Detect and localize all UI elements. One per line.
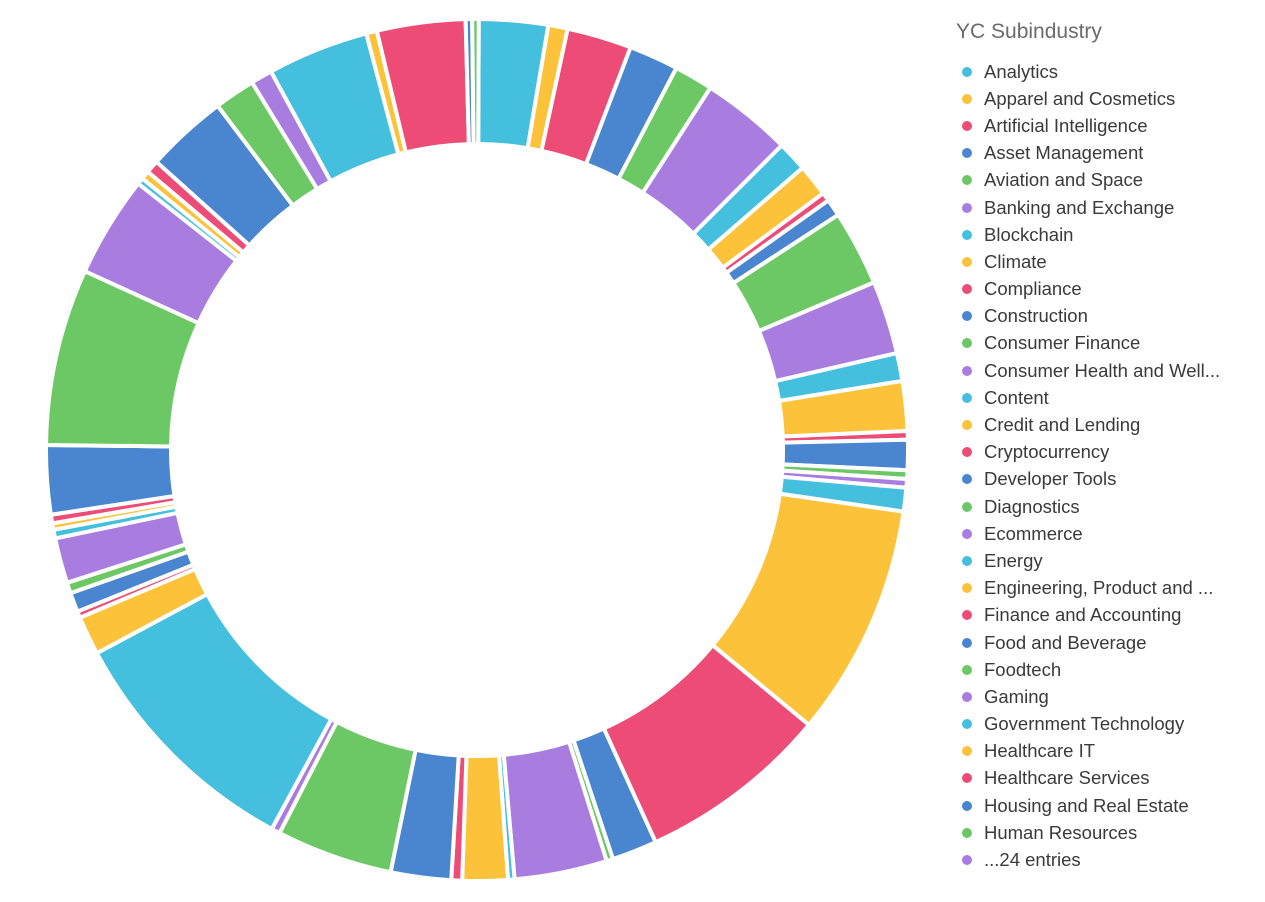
legend-item[interactable]: Housing and Real Estate [956,792,1256,819]
legend-swatch [962,175,972,186]
legend-item[interactable]: Gaming [956,683,1256,710]
legend-swatch [962,256,972,267]
legend-swatch [962,392,972,403]
legend-label: Finance and Accounting [984,604,1182,626]
legend-swatch [962,202,972,213]
legend-item[interactable]: Consumer Finance [956,330,1256,357]
legend-item[interactable]: Diagnostics [956,493,1256,520]
legend-label: Human Resources [984,821,1138,843]
legend-item[interactable]: Aviation and Space [956,167,1256,194]
legend-label: Analytics [984,60,1059,82]
legend-label: Healthcare Services [984,767,1150,789]
legend-item[interactable]: Banking and Exchange [956,194,1256,221]
legend-item[interactable]: Human Resources [956,819,1256,846]
legend-label: Cryptocurrency [984,441,1110,463]
legend-swatch [962,229,972,240]
donut-slice[interactable] [460,753,511,883]
legend-item[interactable]: Blockchain [956,221,1256,248]
legend-swatch [962,365,972,376]
legend-label: Housing and Real Estate [984,794,1189,816]
legend-swatch [962,311,972,322]
legend-label: Ecommerce [984,522,1083,544]
legend-item[interactable]: Finance and Accounting [956,602,1256,629]
legend-swatch [962,637,972,648]
legend-swatch [962,773,972,784]
legend-label: Compliance [984,278,1082,300]
legend-item[interactable]: Cryptocurrency [956,439,1256,466]
legend-item[interactable]: Government Technology [956,711,1256,738]
legend-item[interactable]: Credit and Lending [956,411,1256,438]
legend-item[interactable]: Construction [956,303,1256,330]
donut-slice[interactable] [470,16,481,147]
legend-item[interactable]: Consumer Health and Well... [956,357,1256,384]
legend-label: Apparel and Cosmetics [984,87,1176,109]
legend-swatch [962,746,972,757]
legend-swatch [962,583,972,594]
legend-label: Blockchain [984,223,1074,245]
legend-swatch [962,528,972,539]
legend-swatch [962,855,972,866]
legend-item[interactable]: ...24 entries [956,846,1256,873]
legend-swatch [962,555,972,566]
legend-swatch [962,610,972,621]
legend-label: Engineering, Product and ... [984,577,1214,599]
legend-item[interactable]: Developer Tools [956,466,1256,493]
legend-swatch [962,148,972,159]
legend-label: Climate [984,250,1047,272]
legend-item[interactable]: Foodtech [956,656,1256,683]
legend-label: Energy [984,549,1043,571]
legend-item[interactable]: Asset Management [956,140,1256,167]
legend-swatch [962,93,972,104]
legend-item[interactable]: Climate [956,248,1256,275]
legend-label: Consumer Health and Well... [984,359,1221,381]
legend-swatch [962,447,972,458]
legend-swatch [962,664,972,675]
legend-swatch [962,420,972,431]
legend-label: ...24 entries [984,849,1081,871]
legend-swatch [962,800,972,811]
legend-item[interactable]: Healthcare Services [956,765,1256,792]
legend-title: YC Subindustry [956,20,1102,43]
donut-chart [46,16,908,883]
legend-label: Construction [984,305,1088,327]
legend-label: Food and Beverage [984,631,1147,653]
legend-label: Asset Management [984,142,1144,164]
legend-swatch [962,284,972,295]
legend-items: Analytics Apparel and Cosmetics Artificial… [956,58,1256,874]
legend-item[interactable]: Analytics [956,58,1256,85]
legend-label: Content [984,386,1049,408]
legend-label: Gaming [984,685,1049,707]
donut-chart-area [46,16,908,883]
legend-label: Credit and Lending [984,414,1141,436]
legend-swatch [962,66,972,77]
legend-item[interactable]: Food and Beverage [956,629,1256,656]
legend-item[interactable]: Healthcare IT [956,738,1256,765]
legend-label: Government Technology [984,713,1185,735]
legend-item[interactable]: Artificial Intelligence [956,112,1256,139]
legend-swatch [962,120,972,131]
legend-item[interactable]: Compliance [956,276,1256,303]
legend-label: Foodtech [984,658,1062,680]
legend-item[interactable]: Energy [956,547,1256,574]
legend-label: Diagnostics [984,495,1080,517]
legend-item[interactable]: Ecommerce [956,520,1256,547]
legend-swatch [962,719,972,730]
legend-item[interactable]: Engineering, Product and ... [956,575,1256,602]
legend-item[interactable]: Content [956,384,1256,411]
legend-label: Aviation and Space [984,169,1144,191]
legend: YC Subindustry Analytics Apparel and Cosm… [956,18,1256,874]
legend-item[interactable]: Apparel and Cosmetics [956,85,1256,112]
legend-label: Developer Tools [984,468,1117,490]
legend-swatch [962,691,972,702]
legend-swatch [962,501,972,512]
legend-swatch [962,474,972,485]
legend-label: Consumer Finance [984,332,1141,354]
legend-label: Artificial Intelligence [984,114,1148,136]
legend-swatch [962,338,972,349]
legend-label: Healthcare IT [984,740,1096,762]
legend-swatch [962,827,972,838]
legend-label: Banking and Exchange [984,196,1175,218]
